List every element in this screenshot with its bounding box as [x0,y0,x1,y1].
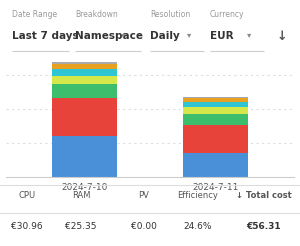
Bar [52,136,117,177]
Bar [183,98,248,102]
Text: Efficiency: Efficiency [178,191,218,200]
Bar [183,114,248,125]
Bar [52,64,117,69]
Text: ▾: ▾ [247,30,251,39]
Text: Namespace: Namespace [75,31,143,41]
Bar [183,97,248,98]
Text: RAM: RAM [72,191,90,200]
Text: €0.00: €0.00 [131,222,157,231]
Bar [52,98,117,136]
Text: Daily: Daily [150,31,180,41]
Text: Currency: Currency [210,10,244,19]
Text: Last 7 days: Last 7 days [12,31,79,41]
Text: €30.96: €30.96 [11,222,43,231]
Text: EUR: EUR [210,31,234,41]
Text: Resolution: Resolution [150,10,190,19]
Text: €25.35: €25.35 [65,222,97,231]
Text: €56.31: €56.31 [247,222,281,231]
Text: Breakdown: Breakdown [75,10,118,19]
Text: ↓: ↓ [277,30,287,43]
Bar [183,153,248,177]
Text: ▾: ▾ [187,30,191,39]
Bar [52,76,117,84]
Text: Date Range: Date Range [12,10,57,19]
Text: 24.6%: 24.6% [184,222,212,231]
Text: ↓ Total cost: ↓ Total cost [236,191,292,200]
Bar [52,69,117,76]
Text: CPU: CPU [18,191,36,200]
Bar [183,102,248,108]
Bar [52,62,117,64]
Bar [183,108,248,114]
Text: PV: PV [139,191,149,200]
Text: ▾: ▾ [121,30,125,39]
Bar [183,125,248,153]
Bar [52,84,117,98]
